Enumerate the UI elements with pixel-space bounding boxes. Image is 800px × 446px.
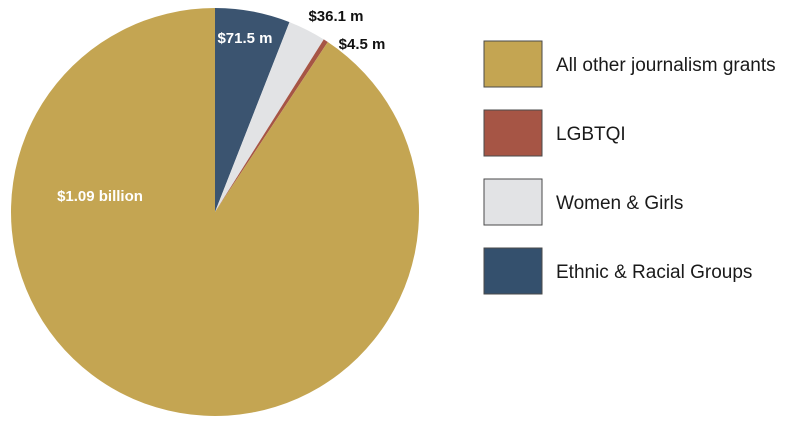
data-label-all-other-journalism-grants: $1.09 billion — [57, 188, 143, 205]
legend-swatch-women-and-girls — [483, 178, 543, 226]
legend-swatch-all-other-journalism-grants — [483, 40, 543, 88]
legend-swatch-lgbtqi — [483, 109, 543, 157]
legend-label-all-other-journalism-grants: All other journalism grants — [556, 55, 776, 76]
pie-slice-lgbtqi — [215, 39, 328, 212]
pie-slice-women-and-girls — [215, 22, 324, 212]
pie-slices — [10, 7, 419, 416]
legend-label-lgbtqi: LGBTQI — [556, 124, 626, 145]
data-label-women-and-girls: $36.1 m — [308, 8, 363, 25]
legend-label-women-and-girls: Women & Girls — [556, 193, 683, 214]
legend-swatch-ethnic-and-racial-groups — [483, 247, 543, 295]
data-label-ethnic-and-racial-groups: $71.5 m — [217, 30, 272, 47]
pie-slice-ethnic-and-racial-groups — [215, 7, 290, 212]
pie-data-labels: $71.5 m $36.1 m $4.5 m $1.09 billion — [57, 8, 385, 205]
pie-slice-all-other-journalism-grants — [10, 8, 419, 416]
data-label-lgbtqi: $4.5 m — [339, 36, 386, 53]
legend: All other journalism grants LGBTQI Women &… — [483, 40, 776, 295]
legend-label-ethnic-and-racial-groups: Ethnic & Racial Groups — [556, 262, 752, 283]
